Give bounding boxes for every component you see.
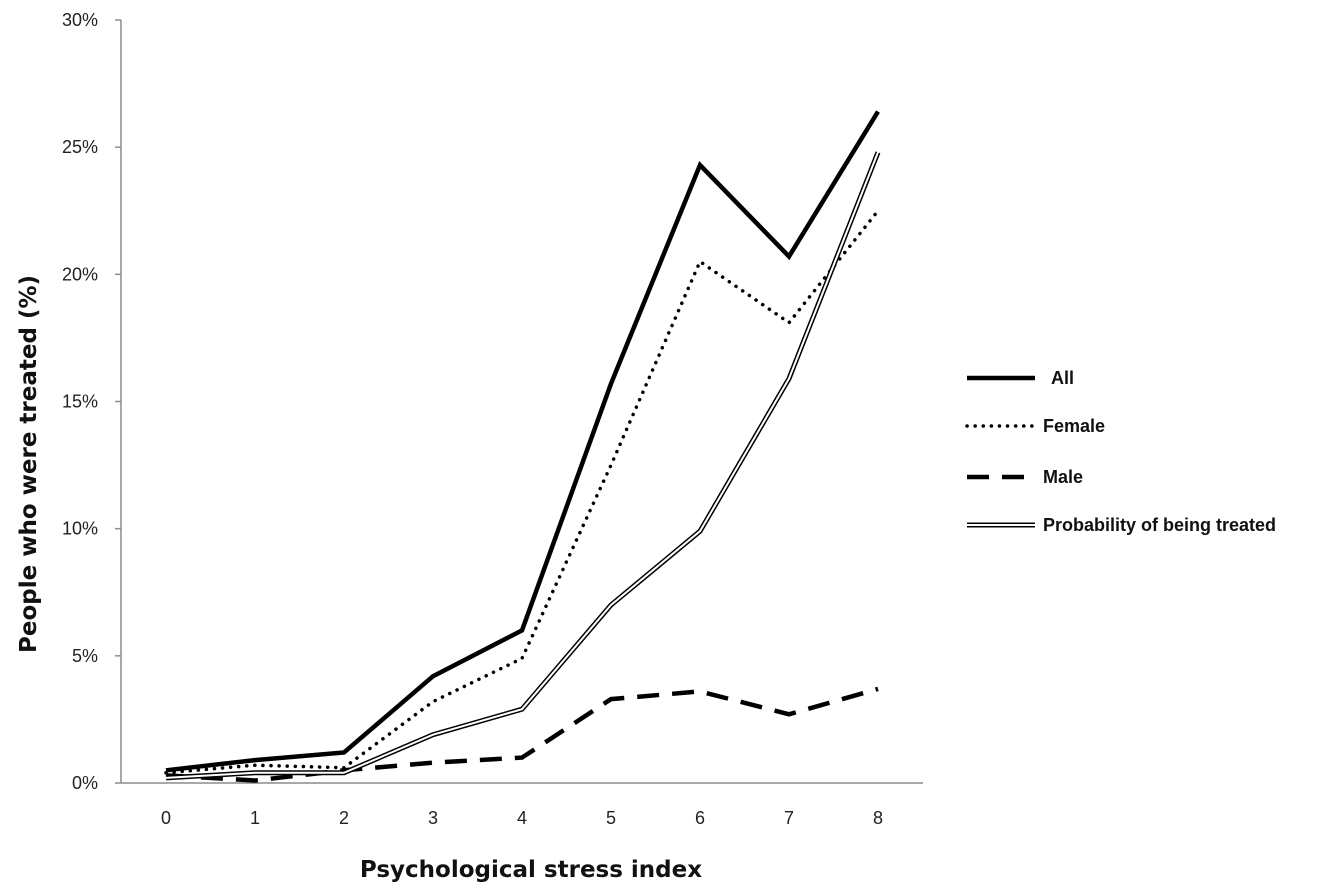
y-tick-label: 30% <box>62 10 98 30</box>
y-tick-label: 15% <box>62 392 98 412</box>
x-tick-label: 3 <box>428 808 438 828</box>
y-tick-label: 0% <box>72 773 98 793</box>
series-male <box>165 686 879 783</box>
legend-label-female: Female <box>1043 416 1105 436</box>
x-tick-label: 7 <box>784 808 794 828</box>
y-axis-title: People who were treated (%) <box>16 275 42 653</box>
x-tick-label: 5 <box>606 808 616 828</box>
x-tick-label: 4 <box>517 808 527 828</box>
series-probability-of-being-treated <box>165 151 881 781</box>
x-tick-label: 8 <box>873 808 883 828</box>
series-line-female <box>164 209 880 775</box>
y-tick-label: 20% <box>62 264 98 284</box>
x-tick-label: 2 <box>339 808 349 828</box>
y-tick-label: 5% <box>72 646 98 666</box>
y-ticks: 0% 5% 10% 15% 20% 25% 30% <box>62 10 121 793</box>
axes <box>120 20 923 784</box>
x-axis-title: Psychological stress index <box>360 857 702 883</box>
legend: All Female Male Probability of being treate… <box>965 368 1276 535</box>
x-ticks: 0 1 2 3 4 5 6 7 8 <box>161 808 883 828</box>
legend-item-probability-of-being-treated: Probability of being treated <box>967 515 1276 535</box>
series-female <box>164 209 880 775</box>
legend-item-female: Female <box>965 416 1105 436</box>
series-line-probability-of-being-treated-inner <box>165 151 879 779</box>
series-line-all <box>165 110 880 773</box>
legend-label-probability-of-being-treated: Probability of being treated <box>1043 515 1276 535</box>
x-tick-label: 1 <box>250 808 260 828</box>
series-lines <box>164 110 881 783</box>
y-tick-label: 10% <box>62 519 98 539</box>
legend-label-male: Male <box>1043 467 1083 487</box>
legend-item-all: All <box>967 368 1074 388</box>
x-tick-label: 0 <box>161 808 171 828</box>
legend-label-all: All <box>1051 368 1074 388</box>
x-tick-label: 6 <box>695 808 705 828</box>
y-tick-label: 25% <box>62 137 98 157</box>
series-line-male <box>165 686 879 783</box>
series-line-probability-of-being-treated <box>165 151 881 781</box>
legend-item-male: Male <box>967 467 1083 487</box>
series-all <box>165 110 880 773</box>
